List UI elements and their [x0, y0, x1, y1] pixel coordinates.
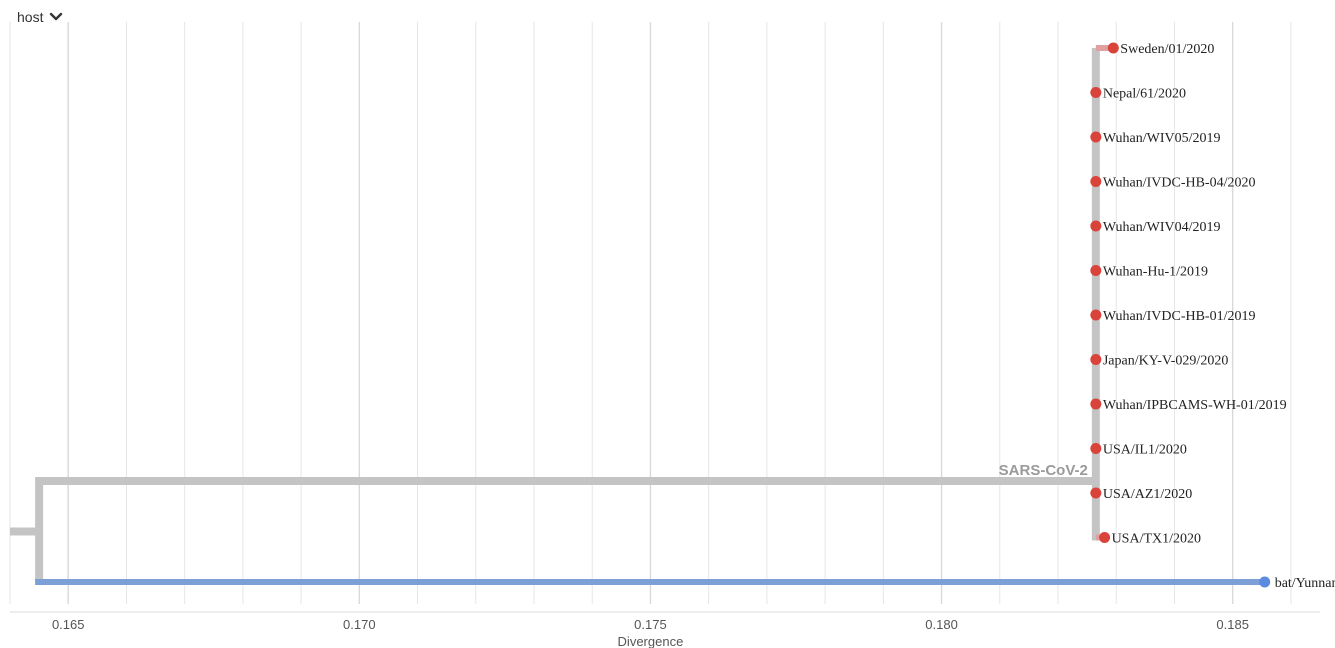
tip-label[interactable]: USA/AZ1/2020: [1103, 487, 1192, 502]
tip-marker[interactable]: [1099, 532, 1111, 543]
tip-label[interactable]: Wuhan/IPBCAMS-WH-01/2019: [1103, 398, 1287, 413]
tip-marker[interactable]: [1090, 309, 1102, 321]
tip-marker[interactable]: [1090, 398, 1102, 410]
tip-label[interactable]: Nepal/61/2020: [1103, 87, 1186, 102]
tip-label[interactable]: Sweden/01/2020: [1120, 42, 1214, 57]
tip-label[interactable]: Wuhan/WIV05/2019: [1103, 131, 1221, 146]
tip-marker[interactable]: [1090, 354, 1102, 365]
x-tick-label: 0.165: [52, 617, 85, 632]
tip-marker[interactable]: [1090, 176, 1102, 187]
tip-label[interactable]: USA/TX1/2020: [1112, 532, 1201, 547]
x-axis-label: Divergence: [618, 634, 684, 648]
tip-marker[interactable]: [1090, 220, 1102, 232]
tip-marker[interactable]: [1090, 131, 1102, 143]
tip-marker[interactable]: [1090, 265, 1102, 276]
tip-marker[interactable]: [1090, 443, 1102, 454]
x-tick-label: 0.175: [634, 617, 667, 632]
color-by-label: host: [17, 9, 44, 25]
tip-label[interactable]: Wuhan/WIV04/2019: [1103, 220, 1221, 235]
tip-label[interactable]: bat/Yunnan/RaTG13/2013: [1275, 576, 1335, 591]
tip-label[interactable]: Wuhan/IVDC-HB-04/2020: [1103, 176, 1256, 191]
tip-label[interactable]: USA/IL1/2020: [1103, 443, 1187, 458]
x-tick-label: 0.170: [343, 617, 376, 632]
tip-label[interactable]: Japan/KY-V-029/2020: [1103, 354, 1228, 369]
tip-marker[interactable]: [1259, 576, 1271, 588]
chevron-down-icon: [50, 12, 63, 21]
tip-marker[interactable]: [1090, 487, 1102, 499]
x-tick-label: 0.185: [1216, 617, 1249, 632]
tip-marker[interactable]: [1107, 42, 1119, 54]
x-tick-label: 0.180: [925, 617, 958, 632]
tip-marker[interactable]: [1090, 87, 1102, 98]
tip-label[interactable]: Wuhan-Hu-1/2019: [1103, 265, 1208, 280]
tip-label[interactable]: Wuhan/IVDC-HB-01/2019: [1103, 309, 1256, 324]
clade-label: SARS-CoV-2: [999, 462, 1088, 479]
color-by-dropdown[interactable]: host: [17, 9, 63, 25]
